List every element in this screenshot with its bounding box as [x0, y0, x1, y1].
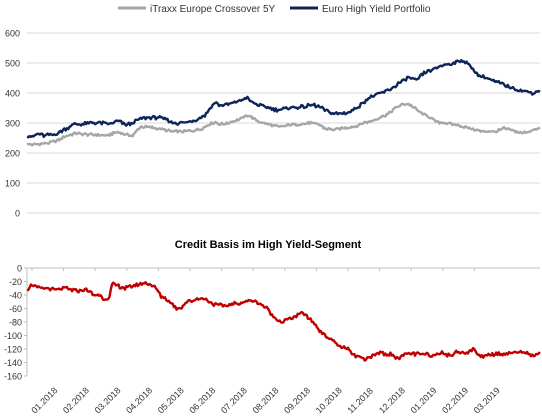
- series-line-itraxx: [26, 102, 541, 147]
- bottom-y-tick-label: -120: [4, 345, 22, 355]
- bottom-x-tick-label: 02.2019: [440, 385, 470, 415]
- bottom-x-tick-label: 06.2018: [187, 385, 217, 415]
- bottom-y-tick-label: -140: [4, 358, 22, 368]
- bottom-x-tick-label: 02.2018: [61, 385, 91, 415]
- bottom-x-tick-label: 01.2018: [29, 385, 59, 415]
- top-legend: iTraxx Europe Crossover 5Y Euro High Yie…: [118, 4, 431, 15]
- bottom-x-tick-label: 09.2018: [282, 385, 312, 415]
- legend-label-itraxx: iTraxx Europe Crossover 5Y: [150, 4, 276, 15]
- top-y-tick-label: 400: [5, 89, 20, 99]
- top-y-tick-label: 0: [15, 209, 20, 219]
- top-y-tick-label: 500: [5, 59, 20, 69]
- series-line-euro-hy: [26, 58, 541, 139]
- bottom-y-tick-label: -20: [9, 277, 22, 287]
- bottom-x-tick-label: 10.2018: [314, 385, 344, 415]
- bottom-x-tick-label: 04.2018: [124, 385, 154, 415]
- bottom-axes: [24, 267, 540, 377]
- top-chart: 0 100 200 300 400 500 600: [5, 29, 541, 219]
- bottom-x-tick-label: 05.2018: [156, 385, 186, 415]
- bottom-y-tick-label: -160: [4, 372, 22, 382]
- bottom-y-tick-label: 0: [17, 264, 22, 274]
- top-y-tick-label: 300: [5, 119, 20, 129]
- series-line-credit-basis: [26, 281, 541, 362]
- top-y-tick-label: 100: [5, 179, 20, 189]
- top-y-tick-labels: 0 100 200 300 400 500 600: [5, 29, 20, 219]
- bottom-x-tick-label: 08.2018: [251, 385, 281, 415]
- top-y-tick-label: 600: [5, 29, 20, 39]
- bottom-y-tick-labels: 0 -20 -40 -60 -80 -100 -120 -140 -160: [4, 264, 22, 382]
- bottom-x-tick-label: 03.2019: [472, 385, 502, 415]
- top-y-tick-label: 200: [5, 149, 20, 159]
- bottom-chart: Credit Basis im High Yield-Segment 0 -20 -…: [4, 239, 541, 415]
- bottom-y-tick-label: -100: [4, 331, 22, 341]
- bottom-x-tick-labels: 01.2018 02.2018 03.2018 04.2018 05.2018 06.20…: [29, 385, 501, 415]
- legend-label-euro-hy: Euro High Yield Portfolio: [322, 4, 431, 15]
- bottom-x-tick-label: 01.2019: [409, 385, 439, 415]
- bottom-x-tick-label: 03.2018: [93, 385, 123, 415]
- bottom-x-tick-label: 12.2018: [377, 385, 407, 415]
- bottom-x-tick-label: 07.2018: [219, 385, 249, 415]
- bottom-x-tick-label: 11.2018: [345, 386, 375, 416]
- bottom-chart-title: Credit Basis im High Yield-Segment: [175, 239, 362, 251]
- bottom-y-tick-label: -60: [9, 304, 22, 314]
- bottom-y-tick-label: -80: [9, 318, 22, 328]
- bottom-y-tick-label: -40: [9, 291, 22, 301]
